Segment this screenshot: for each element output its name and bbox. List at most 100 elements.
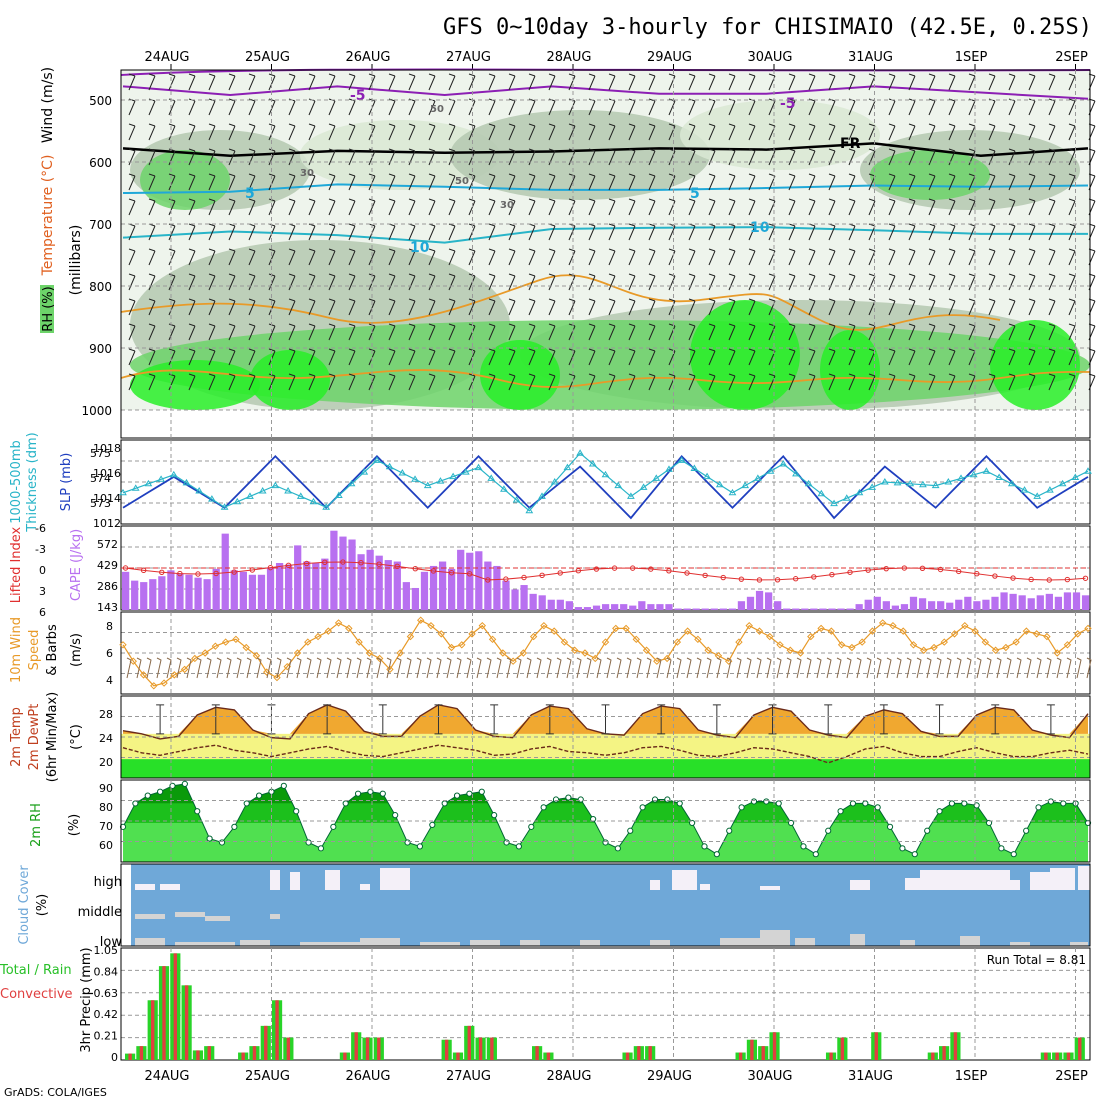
thickness-point xyxy=(423,481,432,489)
wind-barb xyxy=(296,657,302,679)
cape-bar xyxy=(701,608,709,610)
wind-barb xyxy=(546,657,552,679)
thickness-tick: 574 xyxy=(90,472,111,485)
rh-point xyxy=(651,796,659,803)
wind-barb xyxy=(728,273,736,291)
wind-barb xyxy=(986,657,992,679)
wind-barb xyxy=(548,123,556,141)
thickness-point xyxy=(271,481,280,489)
rh-point xyxy=(1084,819,1092,827)
cloud-high-block xyxy=(1030,872,1050,890)
wind-barb xyxy=(448,198,456,216)
cape-bar xyxy=(402,582,410,610)
cloud-low-block xyxy=(760,930,790,946)
wind-speed-point xyxy=(324,627,333,635)
wind-barb xyxy=(488,373,496,391)
wind-barb xyxy=(828,373,836,391)
wind-barb xyxy=(388,348,396,366)
precip-convective-bar xyxy=(151,1000,155,1060)
wind-speed-point xyxy=(570,646,579,654)
wind-barb xyxy=(246,657,252,679)
wind-barb xyxy=(708,323,716,341)
wind-barb xyxy=(328,298,336,316)
rh-point xyxy=(849,800,857,807)
wind-barb xyxy=(928,148,936,166)
cloud-low-block xyxy=(900,940,915,946)
rh-point xyxy=(577,796,584,803)
thickness-point xyxy=(830,499,838,507)
cloud-low-block xyxy=(580,940,600,946)
cloud-level-label: high xyxy=(94,875,122,890)
wind-barb xyxy=(728,298,736,316)
wind-barb xyxy=(648,298,656,316)
wind-barb xyxy=(926,657,932,679)
chart-title: GFS 0~10day 3-hourly for CHISIMAIO (42.5… xyxy=(443,15,1092,40)
wind-barb xyxy=(268,248,276,266)
precip-convective-bar xyxy=(738,1052,743,1060)
wind-barb xyxy=(388,98,396,116)
wind-barb xyxy=(308,348,316,366)
cape-bar xyxy=(583,607,592,610)
precip-convective-bar xyxy=(467,1025,471,1060)
rh-point xyxy=(1035,804,1042,811)
wind-barb xyxy=(186,657,192,679)
panel-side-label: Speed xyxy=(27,630,42,671)
panel-side-label: Wind (m/s) xyxy=(40,67,56,143)
cape-bar xyxy=(285,564,293,610)
wind-barb xyxy=(128,123,136,141)
wind-barb xyxy=(828,123,836,141)
thickness-point xyxy=(500,485,508,492)
cape-bar xyxy=(438,561,447,610)
wind-barb xyxy=(828,148,836,166)
rh-point xyxy=(466,790,473,797)
wind-barb xyxy=(916,657,922,679)
wind-barb xyxy=(1076,657,1082,679)
contour-label: -5 xyxy=(780,96,796,112)
wind-barb xyxy=(356,657,362,679)
wind-barb xyxy=(308,298,316,316)
cape-bar xyxy=(927,601,936,610)
wind-barb xyxy=(408,248,416,266)
wind-barb xyxy=(428,173,436,191)
wind-barb xyxy=(208,173,216,191)
wind-barb xyxy=(448,298,456,316)
cape-bar xyxy=(692,608,700,610)
wind-barb xyxy=(488,323,496,341)
cape-bar xyxy=(574,607,583,610)
wind-barb xyxy=(1026,657,1032,679)
wind-barb xyxy=(828,198,836,216)
wind-barb xyxy=(588,73,596,91)
wind-speed-point xyxy=(745,621,753,630)
wind-barb xyxy=(208,148,216,166)
wind-barb xyxy=(428,248,436,266)
wind-tick: 4 xyxy=(106,674,113,687)
precip-convective-bar xyxy=(456,1052,460,1060)
wind-barb xyxy=(528,148,536,166)
wind-barb xyxy=(388,373,396,391)
cape-bar xyxy=(203,579,211,610)
contour-label: FR xyxy=(840,136,861,152)
thickness-point xyxy=(144,479,153,487)
wind-speed-point xyxy=(837,641,846,649)
wind-barb xyxy=(128,148,136,166)
wind-barb xyxy=(126,657,132,679)
cape-bar xyxy=(973,601,981,610)
temp-area xyxy=(123,704,1088,734)
wind-barb xyxy=(388,323,396,341)
wind-barb xyxy=(808,73,816,91)
cloud-high-block xyxy=(380,868,410,890)
precip-convective-bar xyxy=(490,1037,494,1060)
cape-bar xyxy=(312,563,320,610)
wind-barb xyxy=(1068,298,1076,316)
wind-barb xyxy=(808,273,816,291)
wind-speed-point xyxy=(406,632,415,641)
minmax-whisker xyxy=(490,704,499,735)
wind-barb xyxy=(168,298,176,316)
thickness-point xyxy=(246,492,254,499)
precip-convective-bar xyxy=(139,1046,144,1060)
wind-barb xyxy=(788,323,796,341)
wind-speed-point xyxy=(150,682,158,690)
precip-convective-bar xyxy=(444,1039,449,1060)
cape-bar xyxy=(466,552,474,610)
wind-barb xyxy=(128,298,136,316)
